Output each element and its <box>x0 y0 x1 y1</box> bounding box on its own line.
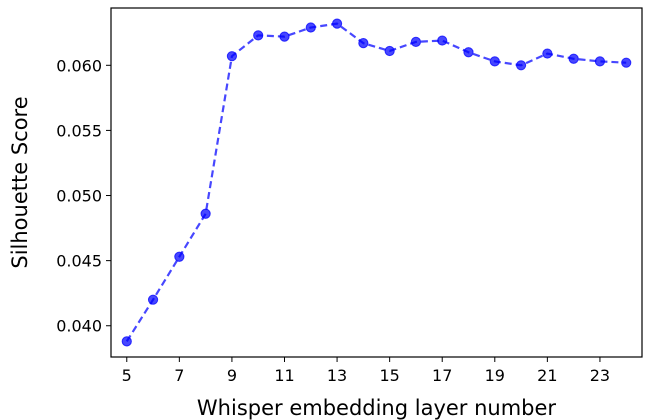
data-point <box>594 56 606 67</box>
axis-ticks: 5 7 9 11 13 15 17 19 21 23 0.040 0.045 0.050 0.055 0.0… <box>56 56 610 385</box>
data-series <box>121 18 632 347</box>
plot-area-frame <box>110 7 643 358</box>
data-point <box>200 208 211 219</box>
data-point <box>305 22 316 33</box>
data-point <box>542 48 553 59</box>
x-tick-label: 15 <box>379 366 399 385</box>
data-point <box>568 53 579 64</box>
y-tick-label: 0.060 <box>56 56 102 75</box>
data-point <box>358 38 369 49</box>
y-tick-label: 0.055 <box>56 121 102 140</box>
data-point <box>331 18 343 29</box>
data-point <box>515 60 527 71</box>
x-tick-label: 17 <box>432 366 452 385</box>
data-point <box>226 51 238 62</box>
data-point <box>489 56 500 67</box>
x-tick-label: 23 <box>590 366 610 385</box>
data-point <box>463 47 474 58</box>
data-point <box>174 251 185 262</box>
data-point <box>121 336 132 347</box>
data-point <box>384 45 395 57</box>
y-tick-label: 0.045 <box>56 252 102 271</box>
data-point <box>253 30 264 41</box>
y-axis-label: Silhouette Score <box>8 96 32 268</box>
y-tick-label: 0.040 <box>56 317 102 336</box>
x-axis-label: Whisper embedding layer number <box>197 396 557 420</box>
y-tick-label: 0.050 <box>56 187 102 206</box>
x-tick-label: 19 <box>485 366 505 385</box>
x-tick-label: 9 <box>227 366 237 385</box>
data-point <box>410 36 422 47</box>
x-tick-label: 5 <box>122 366 132 385</box>
x-tick-label: 21 <box>537 366 557 385</box>
series-line <box>125 22 627 342</box>
data-point <box>621 57 632 68</box>
data-point <box>147 294 159 305</box>
x-tick-label: 11 <box>274 366 294 385</box>
data-point <box>437 35 448 46</box>
data-point <box>279 31 290 42</box>
x-tick-label: 7 <box>174 366 184 385</box>
x-tick-label: 13 <box>327 366 347 385</box>
